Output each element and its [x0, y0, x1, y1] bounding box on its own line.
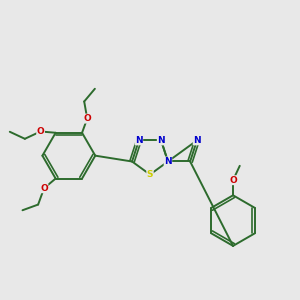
Text: N: N — [164, 157, 172, 166]
Text: N: N — [193, 136, 201, 145]
Text: N: N — [135, 136, 143, 145]
Text: O: O — [37, 127, 44, 136]
Text: N: N — [157, 136, 165, 145]
Text: O: O — [40, 184, 48, 193]
Text: O: O — [229, 176, 237, 185]
Text: S: S — [147, 170, 153, 179]
Text: O: O — [83, 114, 91, 123]
